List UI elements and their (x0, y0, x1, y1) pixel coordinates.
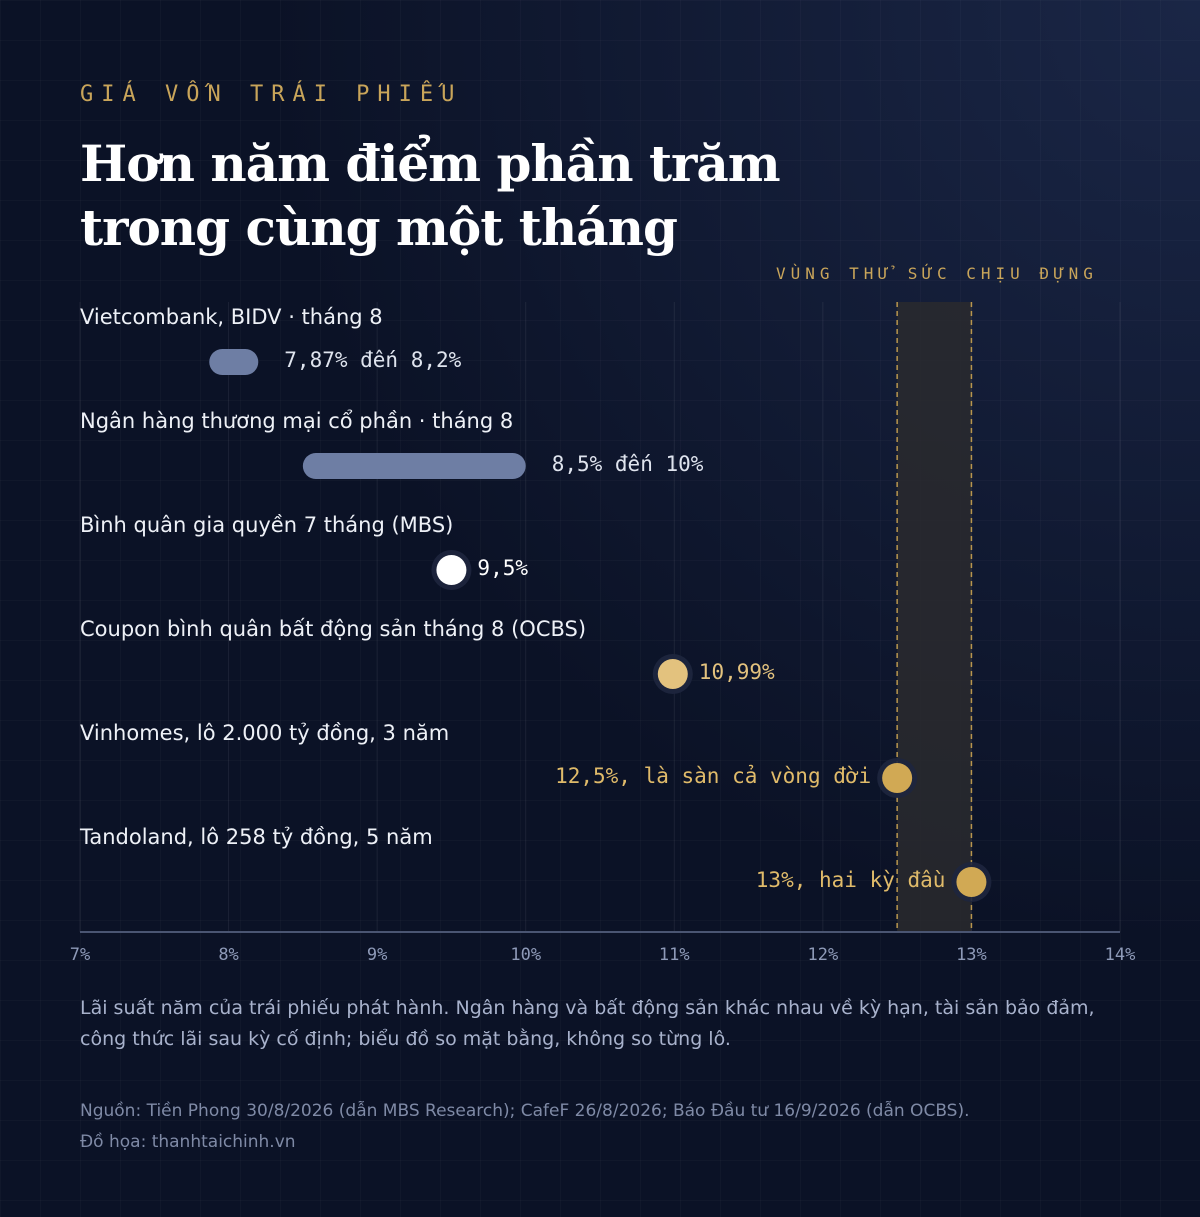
x-tick-label: 13% (956, 945, 987, 965)
x-tick-label: 9% (366, 945, 388, 965)
x-tick-label: 11% (658, 945, 690, 965)
x-tick-label: 10% (510, 945, 542, 965)
range-bar (209, 349, 259, 375)
data-dot (657, 659, 688, 689)
title-line-1: Hơn năm điểm phần trăm (80, 134, 781, 193)
kicker: GIÁ VỐN TRÁI PHIẾU (80, 82, 463, 107)
value-label: 9,5% (477, 556, 528, 580)
x-tick-label: 12% (807, 945, 839, 965)
x-tick-label: 14% (1104, 945, 1136, 965)
data-dot (956, 867, 987, 897)
band-area (897, 302, 972, 932)
chart-note: Lãi suất năm của trái phiếu phát hành. N… (80, 997, 1095, 1050)
value-label: 10,99% (698, 660, 775, 684)
row-label: Ngân hàng thương mại cổ phần · tháng 8 (80, 409, 514, 433)
row-label: Coupon bình quân bất động sản tháng 8 (O… (80, 617, 587, 641)
row-label: Bình quân gia quyền 7 tháng (MBS) (80, 513, 454, 537)
x-tick-label: 8% (218, 945, 239, 965)
data-dot (436, 555, 467, 585)
range-bar (302, 453, 526, 479)
row-label: Vinhomes, lô 2.000 tỷ đồng, 3 năm (80, 721, 450, 745)
credit-line: Đồ họa: thanhtaichinh.vn (80, 1132, 296, 1152)
value-label: 8,5% đến 10% (551, 452, 704, 476)
source-line: Nguồn: Tiền Phong 30/8/2026 (dẫn MBS Res… (80, 1101, 970, 1121)
row-label: Tandoland, lô 258 tỷ đồng, 5 năm (80, 825, 433, 849)
x-tick-label: 7% (69, 945, 91, 965)
title-line-2: trong cùng một tháng (80, 198, 678, 257)
row-label: Vietcombank, BIDV · tháng 8 (80, 305, 383, 329)
band-label: VÙNG THỬ SỨC CHỊU ĐỰNG (776, 264, 1098, 283)
chart-title: Hơn năm điểm phần trăm trong cùng một th… (80, 132, 840, 260)
source-credit: Nguồn: Tiền Phong 30/8/2026 (dẫn MBS Res… (80, 1096, 1140, 1158)
data-dot (882, 763, 913, 793)
value-label: 12,5%, là sàn cả vòng đời (555, 764, 872, 788)
value-label: 7,87% đến 8,2% (284, 348, 462, 372)
value-label: 13%, hai kỳ đầu (755, 868, 946, 892)
